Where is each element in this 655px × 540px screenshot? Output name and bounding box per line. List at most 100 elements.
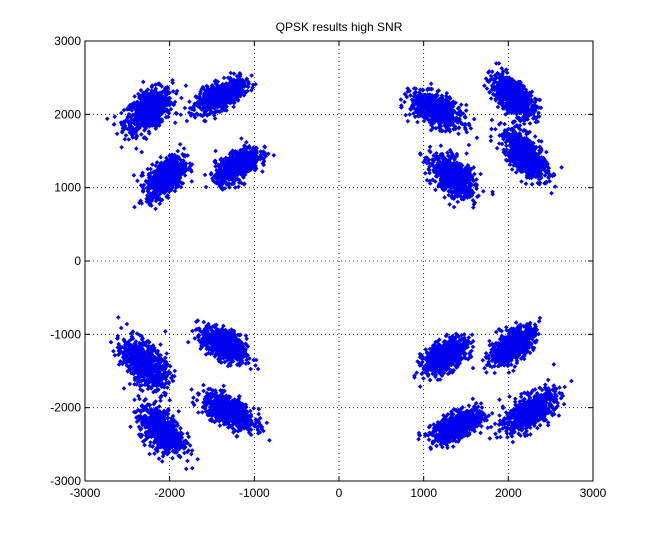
- scatter-point: [178, 163, 183, 168]
- scatter-point: [215, 79, 220, 84]
- scatter-point: [167, 96, 173, 101]
- scatter-point: [153, 206, 158, 212]
- scatter-point: [428, 81, 434, 86]
- scatter-point: [421, 118, 427, 124]
- scatter-point: [231, 77, 237, 83]
- scatter-point: [165, 193, 170, 198]
- scatter-point: [460, 121, 465, 127]
- scatter-point: [407, 112, 412, 117]
- scatter-point: [172, 120, 178, 125]
- scatter-point: [222, 168, 227, 173]
- scatter-point: [243, 90, 249, 95]
- scatter-point: [228, 92, 233, 98]
- scatter-point: [161, 163, 167, 169]
- scatter-point: [143, 124, 148, 129]
- scatter-point: [125, 126, 131, 132]
- scatter-point: [462, 114, 468, 119]
- scatter-point: [439, 93, 445, 98]
- scatter-point: [223, 155, 229, 161]
- scatter-point: [271, 153, 277, 158]
- scatter-point: [134, 102, 140, 107]
- scatter-point: [434, 92, 439, 97]
- scatter-point: [167, 184, 172, 189]
- scatter-point: [146, 116, 151, 122]
- scatter-point: [202, 98, 207, 103]
- scatter-point: [244, 77, 249, 83]
- scatter-point: [160, 181, 166, 186]
- scatter-point: [181, 146, 187, 151]
- scatter-point: [209, 92, 214, 98]
- scatter-point: [145, 95, 151, 100]
- scatter-point: [253, 163, 258, 169]
- scatter-point: [189, 179, 195, 184]
- scatter-point: [228, 100, 233, 106]
- scatter-point: [248, 165, 253, 170]
- scatter-point: [144, 119, 150, 124]
- scatter-point: [151, 122, 156, 128]
- scatter-point: [157, 103, 162, 108]
- scatter-point: [425, 87, 430, 93]
- scatter-point: [418, 87, 423, 92]
- scatter-point: [152, 191, 158, 197]
- scatter-point: [141, 121, 146, 127]
- scatter-point: [239, 173, 245, 178]
- scatter-point: [226, 181, 232, 186]
- scatter-point: [232, 82, 237, 88]
- scatter-point: [178, 184, 184, 190]
- scatter-point: [447, 103, 452, 108]
- scatter-point: [162, 169, 168, 174]
- scatter-point: [238, 79, 243, 84]
- scatter-point: [164, 86, 169, 92]
- scatter-point: [219, 83, 224, 88]
- scatter-point: [161, 103, 167, 109]
- scatter-point: [159, 93, 165, 98]
- scatter-point: [162, 178, 167, 183]
- scatter-point: [228, 168, 234, 174]
- scatter-point: [129, 128, 134, 134]
- scatter-point: [144, 92, 149, 98]
- scatter-point: [244, 145, 249, 150]
- scatter-point: [249, 158, 255, 163]
- scatter-point: [160, 185, 166, 191]
- scatter-point: [159, 180, 164, 186]
- scatter-point: [149, 177, 155, 183]
- scatter-point: [146, 187, 151, 192]
- scatter-point: [249, 153, 254, 158]
- scatter-point: [134, 99, 140, 105]
- scatter-point: [243, 163, 248, 168]
- scatter-point: [201, 93, 207, 99]
- scatter-point: [173, 167, 179, 173]
- scatter-point: [171, 102, 177, 108]
- scatter-point: [166, 178, 171, 184]
- scatter-point: [443, 129, 448, 134]
- scatter-point: [203, 88, 209, 94]
- scatter-point: [170, 169, 176, 175]
- scatter-point: [138, 123, 143, 128]
- scatter-point: [444, 90, 450, 96]
- scatter-point: [227, 173, 233, 179]
- scatter-point: [148, 182, 153, 187]
- scatter-point: [234, 94, 239, 100]
- scatter-point: [136, 91, 141, 97]
- scatter-point: [223, 172, 228, 177]
- scatter-point: [210, 178, 216, 183]
- scatter-point: [229, 175, 235, 181]
- scatter-point: [251, 155, 256, 160]
- scatter-point: [153, 186, 158, 191]
- scatter-point: [174, 181, 180, 186]
- scatter-point: [182, 163, 188, 168]
- scatter-point: [169, 182, 175, 188]
- scatter-point: [136, 120, 141, 126]
- scatter-point: [212, 116, 218, 121]
- scatter-point: [261, 162, 266, 168]
- scatter-point: [474, 135, 480, 141]
- scatter-point: [129, 131, 135, 136]
- scatter-point: [134, 146, 139, 151]
- scatter-point: [200, 84, 206, 90]
- scatter-point: [151, 113, 156, 119]
- scatter-point: [131, 130, 137, 136]
- scatter-point: [230, 148, 235, 153]
- scatter-point: [156, 196, 161, 202]
- scatter-point: [212, 158, 218, 163]
- scatter-point: [241, 162, 247, 167]
